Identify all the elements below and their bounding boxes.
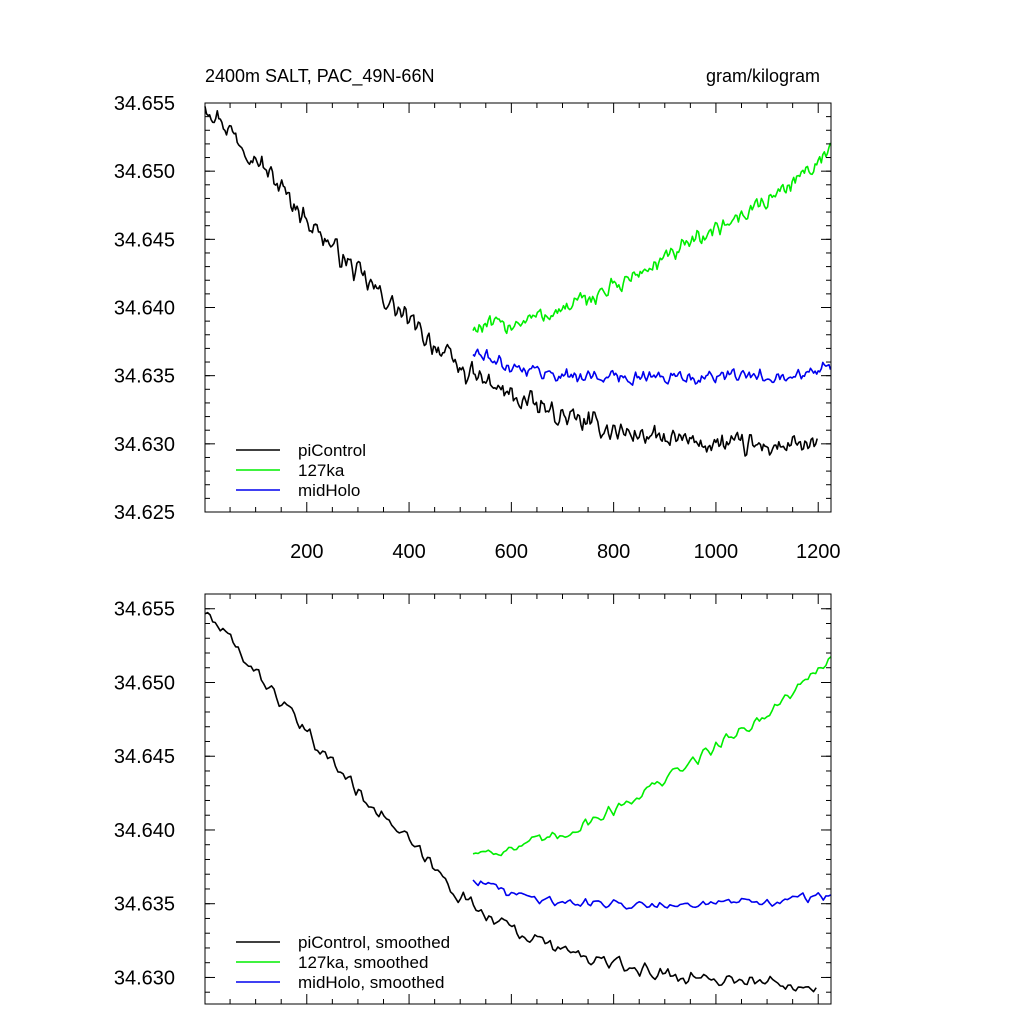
bottom-ytick-label: 34.650 — [114, 672, 175, 694]
top-ytick-label: 34.650 — [114, 161, 175, 183]
top-legend-label-picontrol: piControl — [298, 441, 366, 460]
top-series-midholo-line — [472, 348, 832, 386]
top-xtick-label: 400 — [392, 541, 425, 563]
bottom-tick-layer: 34.630 34.635 34.640 34.645 34.650 34.655 — [114, 593, 831, 1004]
bottom-plot-frame — [204, 593, 832, 1005]
bottom-panel: 34.630 34.635 34.640 34.645 34.650 34.655 piC… — [114, 593, 832, 1005]
bottom-ytick-label: 34.655 — [114, 599, 175, 621]
bottom-ytick-label: 34.645 — [114, 746, 175, 768]
top-panel: 2400m SALT, PAC_49N-66N gram/kilogram 34… — [114, 66, 841, 563]
top-ytick-label: 34.645 — [114, 229, 175, 251]
top-xtick-label: 800 — [597, 541, 630, 563]
top-ytick-label: 34.625 — [114, 502, 175, 524]
top-ytick-label: 34.640 — [114, 298, 175, 320]
bottom-series-picontrol-line — [204, 611, 817, 993]
top-ytick-label: 34.630 — [114, 434, 175, 456]
bottom-legend-label-picontrol: piControl, smoothed — [298, 933, 450, 952]
bottom-legend-label-midholo: midHolo, smoothed — [298, 973, 444, 992]
top-title-right: gram/kilogram — [706, 66, 820, 86]
top-series-picontrol-line — [204, 106, 818, 457]
top-ytick-label: 34.655 — [114, 93, 175, 115]
top-series-layer — [204, 106, 832, 457]
bottom-legend-label-127ka: 127ka, smoothed — [298, 953, 428, 972]
top-xtick-label: 1000 — [694, 541, 739, 563]
top-title-left: 2400m SALT, PAC_49N-66N — [205, 66, 434, 87]
bottom-ytick-label: 34.630 — [114, 967, 175, 989]
bottom-series-layer — [204, 611, 832, 993]
bottom-series-midholo-line — [472, 879, 832, 910]
top-xtick-label: 200 — [290, 541, 323, 563]
top-legend-label-midholo: midHolo — [298, 481, 360, 500]
bottom-series-127ka-line — [472, 656, 832, 857]
top-series-127ka-line — [472, 142, 832, 335]
bottom-ytick-label: 34.635 — [114, 894, 175, 916]
top-ytick-label: 34.635 — [114, 366, 175, 388]
top-xtick-label: 1200 — [796, 541, 841, 563]
top-legend-label-127ka: 127ka — [298, 461, 345, 480]
bottom-ytick-label: 34.640 — [114, 820, 175, 842]
top-tick-layer: 34.625 34.630 34.635 34.640 34.645 34.650 34.6… — [114, 93, 841, 563]
top-xtick-label: 600 — [495, 541, 528, 563]
